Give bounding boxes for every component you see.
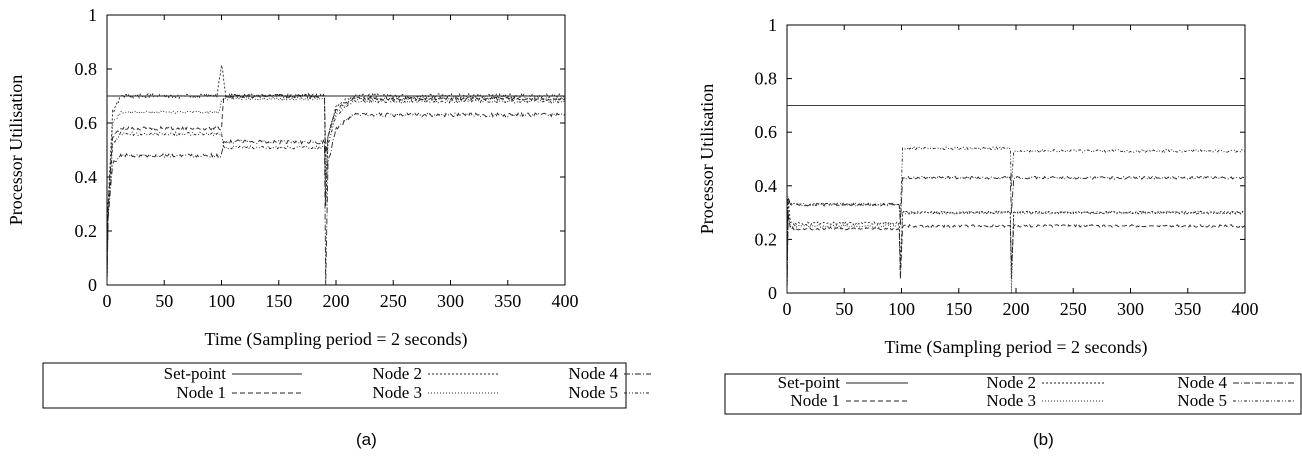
y-tick-label: 0.2 [755, 229, 778, 249]
x-tick-label: 100 [208, 291, 235, 311]
y-axis-label: Processor Utilisation [697, 84, 717, 235]
x-tick-label: 0 [103, 291, 112, 311]
x-tick-label: 400 [1232, 299, 1259, 319]
legend-label-node-4: Node 4 [568, 364, 618, 383]
series-line-node-5 [106, 98, 566, 285]
series-group [106, 65, 566, 286]
legend-label-node-2: Node 2 [986, 373, 1036, 392]
plot-frame [786, 24, 1246, 294]
y-axis-label: Processor Utilisation [6, 75, 26, 226]
y-tick-label: 0.4 [75, 167, 98, 187]
legend-label-set-point: Set-point [778, 373, 841, 392]
x-tick-label: 50 [835, 299, 853, 319]
y-tick-label: 0.8 [75, 59, 98, 79]
x-tick-label: 200 [1003, 299, 1030, 319]
legend-label-node-4: Node 4 [1177, 373, 1227, 392]
legend-label-set-point: Set-point [164, 364, 227, 383]
legend-label-node-3: Node 3 [986, 391, 1036, 410]
x-axis-label: Time (Sampling period = 2 seconds) [205, 329, 468, 350]
chart-a: 0 50 100 150 200 250 300 350 400 0 0.2 0.4 0.6 0.8 1 Ti… [6, 5, 651, 409]
x-tick-label: 50 [155, 291, 173, 311]
series-line-node-1 [786, 213, 1246, 294]
y-tick-label: 0.6 [75, 113, 98, 133]
y-tick-label: 0 [88, 275, 97, 295]
legend-label-node-5: Node 5 [568, 383, 618, 402]
x-axis-label: Time (Sampling period = 2 seconds) [885, 337, 1148, 358]
caption-a: (a) [356, 430, 377, 449]
legend-box [42, 362, 627, 409]
x-tick-label: 400 [552, 291, 579, 311]
x-tick-label: 0 [783, 299, 792, 319]
y-tick-label: 1 [768, 15, 777, 35]
series-group [786, 104, 1246, 294]
y-tick-label: 0.8 [755, 69, 778, 89]
series-line-node-4 [106, 111, 566, 286]
y-tick-label: 0 [768, 283, 777, 303]
series-line-node-2 [106, 65, 566, 285]
legend-label-node-3: Node 3 [372, 383, 422, 402]
series-line-node-3 [786, 210, 1246, 294]
series-line-node-3 [106, 96, 566, 285]
x-tick-label: 250 [380, 291, 407, 311]
x-tick-label: 150 [265, 291, 292, 311]
series-line-node-1 [106, 93, 566, 285]
y-tick-label: 0.6 [755, 122, 778, 142]
x-tick-label: 350 [494, 291, 521, 311]
series-line-node-2 [786, 199, 1246, 294]
x-tick-label: 350 [1174, 299, 1201, 319]
legend-box [724, 373, 1302, 415]
plot-frame [106, 14, 566, 286]
legend-label-node-5: Node 5 [1177, 391, 1227, 410]
y-tick-label: 1 [88, 5, 97, 25]
series-line-node-5 [786, 146, 1246, 294]
legend-label-node-1: Node 1 [176, 383, 226, 402]
y-tick-label: 0.4 [755, 176, 778, 196]
x-tick-label: 300 [1117, 299, 1144, 319]
series-line-node-4 [786, 175, 1246, 294]
legend-label-node-1: Node 1 [790, 391, 840, 410]
x-tick-label: 150 [945, 299, 972, 319]
x-tick-label: 300 [437, 291, 464, 311]
caption-b: (b) [1033, 430, 1054, 449]
y-tick-label: 0.2 [75, 221, 98, 241]
chart-b: 0 50 100 150 200 250 300 350 400 0 0.2 0.4 0.6 0.8 1 Ti… [697, 15, 1302, 415]
x-tick-label: 250 [1060, 299, 1087, 319]
x-tick-label: 100 [888, 299, 915, 319]
x-tick-label: 200 [323, 291, 350, 311]
legend-label-node-2: Node 2 [372, 364, 422, 383]
